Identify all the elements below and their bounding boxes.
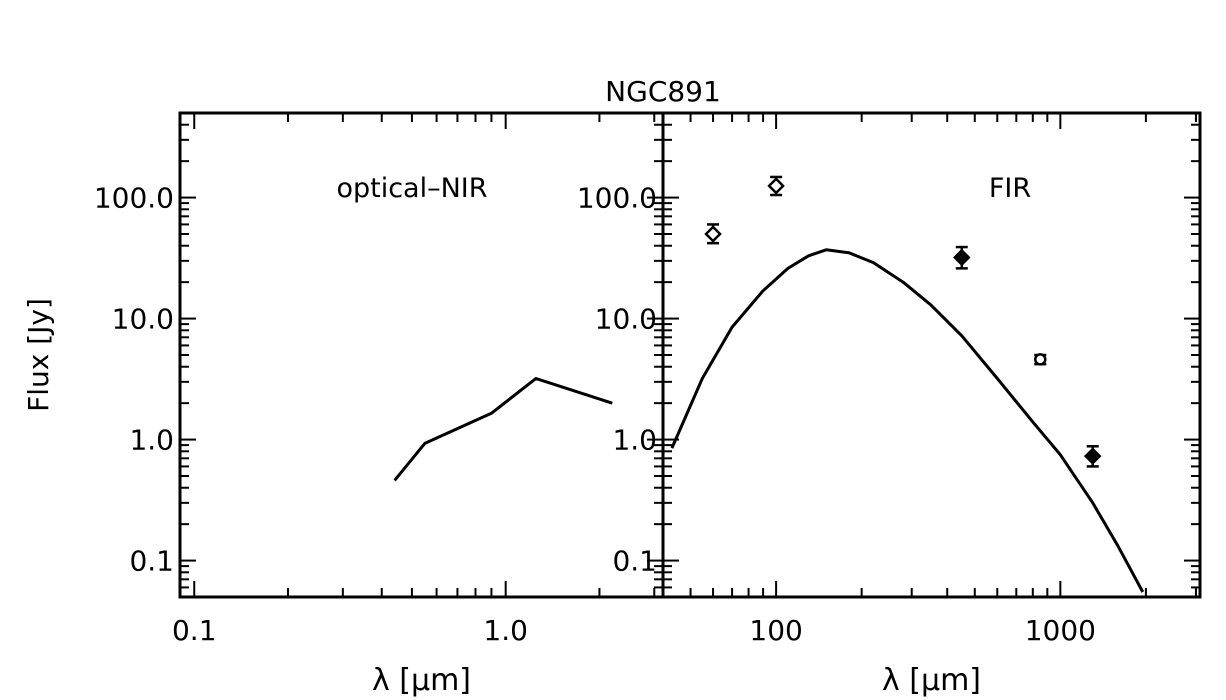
data-area	[670, 175, 1145, 593]
x-tick-label: 1000	[1025, 614, 1096, 647]
plot-frame	[661, 111, 1202, 599]
y-tick-label: 10.0	[112, 303, 174, 336]
data-point	[1034, 353, 1047, 366]
optical-nir-panel: 0.1 1.0 0.1 1.0 10.0 100.0 λ [μm] optical–NIR	[94, 111, 665, 698]
y-tick-label: 10.0	[595, 303, 657, 336]
x-axis-label: λ [μm]	[882, 663, 981, 698]
data-point	[704, 225, 722, 243]
data-point	[1083, 447, 1102, 465]
panel-annotation: FIR	[989, 173, 1031, 204]
data-point	[767, 177, 785, 195]
data-area	[393, 377, 613, 482]
y-axis-label: Flux [Jy]	[22, 298, 55, 412]
x-tick-label: 100	[749, 614, 802, 647]
x-tick-label: 0.1	[172, 614, 217, 647]
panel-annotation: optical–NIR	[336, 173, 487, 204]
y-tick-label: 1.0	[129, 424, 174, 457]
y-tick-label: 100.0	[577, 182, 657, 215]
model-curve	[393, 377, 613, 482]
model-curve	[670, 248, 1145, 593]
y-tick-label: 0.1	[612, 545, 657, 578]
y-tick-label: 0.1	[129, 545, 174, 578]
fir-panel: 100 1000 0.1 1.0 10.0 100.0 λ [μm] FIR	[577, 111, 1202, 698]
chart-title: NGC891	[605, 75, 721, 108]
x-tick-label: 1.0	[483, 614, 528, 647]
y-tick-label: 1.0	[612, 424, 657, 457]
x-axis-label: λ [μm]	[372, 663, 471, 698]
data-point	[953, 248, 971, 267]
y-tick-label: 100.0	[94, 182, 174, 215]
